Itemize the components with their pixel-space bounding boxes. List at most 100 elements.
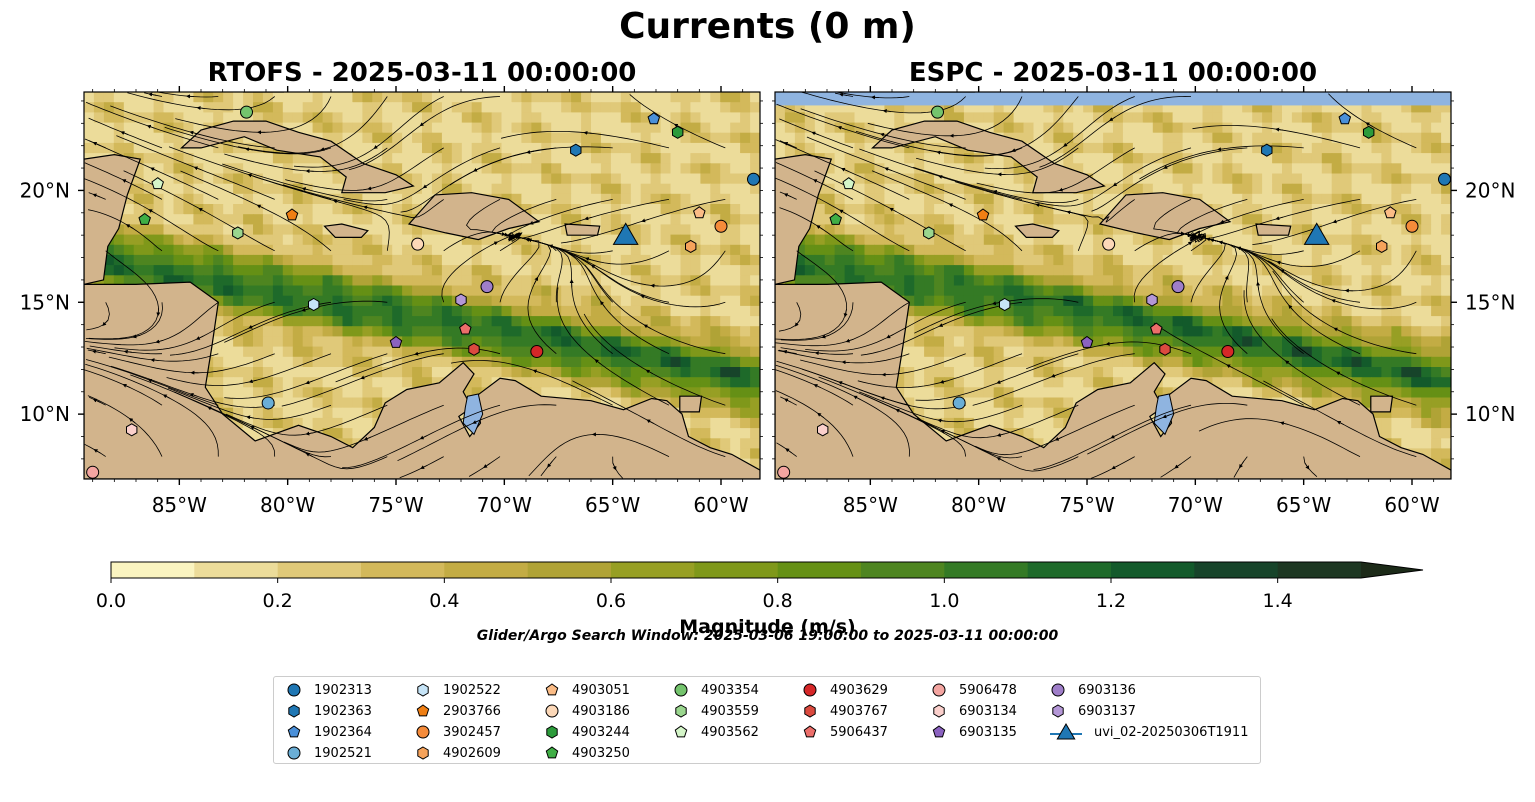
colorbar-tick-label: 1.2 [1096, 590, 1126, 612]
marker-1902522 [999, 297, 1011, 312]
marker-1902363 [570, 143, 582, 157]
legend-item: 5906437 [800, 723, 888, 741]
legend-marker-pentagon [545, 683, 559, 696]
legend-hexagon-icon [288, 704, 300, 718]
legend-item: 4903250 [542, 744, 630, 762]
legend-circle-icon [674, 683, 688, 697]
legend-label: 4903051 [572, 682, 630, 698]
x-tick-label: 80°W [951, 493, 1006, 517]
legend-item: uvi_02-20250306T1911 [1048, 723, 1248, 741]
marker-1902313 [1438, 172, 1451, 186]
espc-panel-title: ESPC - 2025-03-11 00:00:00 [908, 58, 1318, 88]
marker-6903135 [1080, 335, 1094, 348]
y-tick-label: 10°N [1465, 402, 1515, 426]
marker-5906437 [459, 322, 472, 335]
legend-pentagon-icon [287, 725, 301, 738]
legend-hexagon-icon [933, 704, 945, 718]
legend-marker-hexagon [933, 704, 945, 718]
colorbar-segment [444, 562, 529, 578]
legend-marker-hexagon [675, 704, 687, 718]
colorbar-tick-label: 1.4 [1263, 590, 1293, 612]
marker-4903250 [829, 212, 842, 225]
legend-label: 5906478 [959, 682, 1017, 698]
legend-marker-pentagon [803, 725, 817, 738]
legend-hexagon-icon [1052, 704, 1064, 718]
marker-4903354 [931, 105, 944, 119]
legend: 1902313 1902363 1902364 1902521 1902522 29037… [273, 676, 1261, 764]
legend-marker-pentagon [416, 704, 430, 717]
espc-map: 85°W 80°W 75°W 70°W 65°W 60°W 10°N 15°N 20°N [772, 86, 1515, 517]
legend-label: 2903766 [443, 703, 501, 719]
colorbar-segment [277, 562, 362, 578]
legend-marker-hexagon [417, 746, 429, 760]
search-window-text: Glider/Argo Search Window: 2025-03-06 19… [476, 628, 1059, 644]
legend-hexagon-icon [417, 746, 429, 760]
colorbar-segment [1194, 562, 1279, 578]
marker-4903051 [1384, 206, 1397, 219]
marker-6903137 [455, 293, 467, 307]
marker-1902364 [647, 112, 661, 125]
x-tick-label: 85°W [152, 493, 207, 517]
marker-1902521 [952, 396, 966, 410]
legend-circle-icon [287, 683, 301, 697]
legend-marker-triangle [1050, 723, 1082, 740]
legend-pentagon-icon [932, 725, 946, 738]
colorbar-segment [1111, 562, 1195, 578]
y-tick-label: 15°N [20, 290, 70, 314]
legend-item: 3902457 [413, 723, 501, 741]
legend-item: 1902363 [284, 702, 372, 720]
map-panels: 85°W 80°W 75°W 70°W 65°W 60°W10°N15°N20°N85°W… [20, 86, 1515, 517]
legend-item: 4903354 [671, 681, 759, 699]
legend-label: 6903137 [1078, 703, 1136, 719]
y-tick-label: 20°N [1465, 178, 1515, 202]
marker-4903629 [1221, 344, 1235, 358]
legend-label: uvi_02-20250306T1911 [1094, 724, 1249, 740]
legend-label: 1902363 [314, 703, 372, 719]
marker-6903134 [126, 423, 138, 437]
legend-pentagon-icon [545, 683, 559, 696]
legend-hexagon-icon [546, 725, 558, 739]
legend-label: 4903354 [701, 682, 759, 698]
legend-pentagon-icon [545, 746, 559, 759]
colorbar-segment [1277, 562, 1362, 578]
legend-item: 4903051 [542, 681, 630, 699]
marker-uvi_02-20250306T1911 [1303, 222, 1330, 245]
marker-1902522 [308, 297, 320, 312]
marker-4903250 [138, 212, 151, 225]
legend-hexagon-icon [417, 683, 429, 697]
legend-circle-icon [1051, 683, 1065, 697]
marker-4903767 [1159, 342, 1171, 356]
colorbar-label: Magnitude (m/s) [679, 616, 856, 638]
marker-4903767 [468, 342, 480, 356]
marker-1902521 [261, 396, 275, 410]
legend-marker-hexagon [804, 704, 816, 718]
colorbar-tick-label: 0.0 [96, 590, 126, 612]
x-tick-label: 60°W [1384, 493, 1439, 517]
marker-3902457 [714, 219, 728, 233]
legend-item: 6903135 [929, 723, 1017, 741]
legend-marker-circle [674, 683, 688, 697]
rtofs-panel-title: RTOFS - 2025-03-11 00:00:00 [207, 58, 637, 88]
legend-pentagon-icon [803, 725, 817, 738]
x-tick-label: 70°W [1168, 493, 1223, 517]
marker-1902364 [1338, 112, 1352, 125]
legend-marker-hexagon [1052, 704, 1064, 718]
legend-item: 6903134 [929, 702, 1017, 720]
legend-label: 5906437 [830, 724, 888, 740]
legend-label: 6903136 [1078, 682, 1136, 698]
colorbar-segment [611, 562, 695, 578]
legend-item: 1902313 [284, 681, 372, 699]
marker-5906437 [1150, 322, 1163, 335]
marker-4903559 [923, 226, 935, 240]
x-tick-label: 75°W [368, 493, 423, 517]
legend-item: 2903766 [413, 702, 501, 720]
legend-label: 4903562 [701, 724, 759, 740]
legend-label: 6903134 [959, 703, 1017, 719]
colorbar-segment [527, 562, 612, 578]
legend-label: 1902521 [314, 745, 372, 761]
legend-circle-icon [416, 725, 430, 739]
rtofs-map: 85°W 80°W 75°W 70°W 65°W 60°W 10°N 15°N 20°N [20, 86, 763, 517]
legend-item: 4903767 [800, 702, 888, 720]
marker-uvi_02-20250306T1911 [612, 222, 639, 245]
colorbar-tick-label: 0.4 [429, 590, 459, 612]
